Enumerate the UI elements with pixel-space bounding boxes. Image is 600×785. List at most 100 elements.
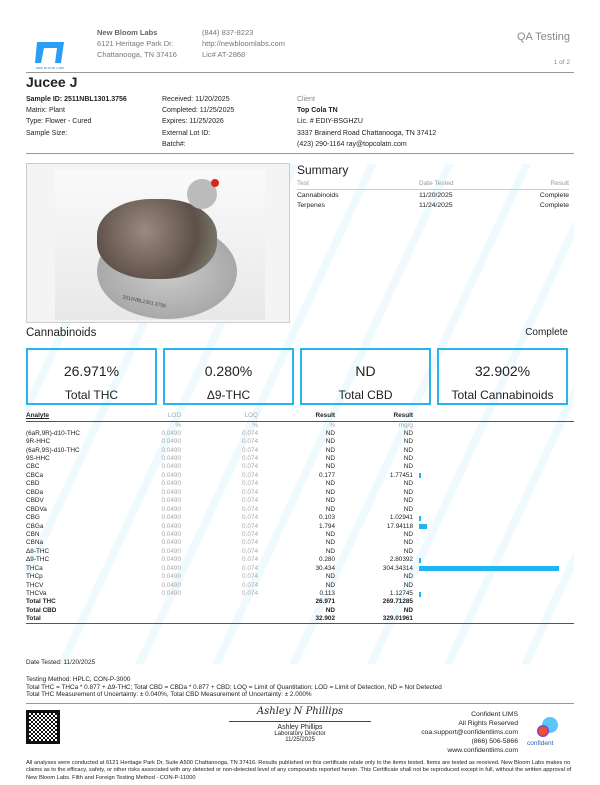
total-cannabinoids-box: 32.902% Total Cannabinoids (437, 348, 568, 405)
bar-cell (413, 421, 574, 430)
table-row: CBDa 0.0490 0.074 ND ND (26, 489, 574, 497)
client-license: Lic. # EDIY-BSGHZU (297, 118, 363, 126)
testing-method: Testing Method: HPLC, CON-P-3000 (26, 676, 131, 683)
table-row: THCV 0.0490 0.074 ND ND (26, 581, 574, 589)
empty-cell (181, 598, 258, 606)
summary-row: Cannabinoids 11/20/2025 Complete (297, 190, 569, 201)
bar-cell (413, 489, 574, 497)
result-mgg: 304.34314 (382, 564, 413, 572)
analyte-name: THCVa (26, 590, 47, 598)
lab-address2: Chattanooga, TN 37416 (97, 50, 177, 59)
summary-header-test: Test (297, 180, 309, 187)
lab-contact: (844) 837-8223 http://newbloomlabs.com L… (202, 27, 285, 60)
total-mgg: 329.01961 (335, 615, 413, 625)
sample-name: Jucee J (26, 74, 78, 90)
summary-header-date: Date Tested (419, 180, 454, 187)
summary-header-result: Result (550, 180, 569, 187)
report-title: QA Testing (517, 31, 570, 43)
bar-cell (413, 539, 574, 547)
bar-cell (413, 463, 574, 471)
box-value: 26.971% (63, 363, 120, 379)
summary-date: 11/20/2025 (419, 192, 453, 199)
analyte-name: CBNa (26, 539, 44, 547)
bar-cell (413, 531, 574, 539)
logo-text: NEW BLOOM LABS (35, 66, 65, 70)
bar-cell (413, 581, 574, 589)
table-row: (6aR,9R)-d10-THC 0.0490 0.074 ND ND (26, 430, 574, 438)
box-label: Total CBD (338, 388, 393, 402)
result-bar (419, 473, 421, 479)
table-row: CBD 0.0490 0.074 ND ND (26, 480, 574, 488)
loq-value: 0.074 (242, 471, 258, 479)
sample-type: Type: Flower - Cured (26, 118, 92, 126)
lab-info: New Bloom Labs 6121 Heritage Park Dr. Ch… (97, 27, 177, 60)
box-label: Total Cannabinoids (451, 388, 554, 402)
analyte-name: Δ9-THC (26, 556, 50, 564)
table-row: Δ9-THC 0.0490 0.074 0.280 2.80392 (26, 556, 574, 564)
loq-value: 0.074 (242, 514, 258, 522)
external-lot-id: External Lot ID: (162, 129, 211, 137)
lims-email[interactable]: coa.support@confidentlims.com (421, 729, 518, 736)
analyte-name: (6aR,9R)-d10-THC (26, 429, 80, 437)
result-mgg: ND (403, 480, 413, 488)
client-address: 3337 Brainerd Road Chattanooga, TN 37412 (297, 129, 437, 137)
bar-cell (413, 455, 574, 463)
result-percent: ND (325, 547, 335, 555)
bar-cell (413, 556, 574, 564)
lab-phone: (844) 837-8223 (202, 28, 254, 37)
bar-cell (413, 446, 574, 454)
summary-header: Test Date Tested Result (297, 179, 569, 190)
loq-value: 0.074 (242, 488, 258, 496)
table-row: CBC 0.0490 0.074 ND ND (26, 463, 574, 471)
header-analyte: Analyte (26, 412, 126, 422)
result-percent: ND (325, 539, 335, 547)
total-label: Total (26, 615, 126, 625)
loq-value: 0.074 (242, 463, 258, 471)
bar-cell (413, 472, 574, 480)
table-row: CBDVa 0.0490 0.074 ND ND (26, 505, 574, 513)
result-percent: ND (325, 530, 335, 538)
result-bar (419, 524, 428, 530)
client-contact: (423) 290-1164 ray@topcolatn.com (297, 140, 407, 148)
lod-value: 0.0490 (161, 530, 181, 538)
total-mgg: ND (403, 606, 413, 614)
total-label: Total CBD (26, 606, 57, 614)
lod-value: 0.0490 (161, 429, 181, 437)
confident-logo-icon (537, 717, 558, 737)
analyte-name: Δ8-THC (26, 547, 50, 555)
header-result-pct: Result (258, 412, 335, 422)
lod-value: 0.0490 (161, 446, 181, 454)
result-mgg: ND (403, 455, 413, 463)
lod-value: 0.0490 (161, 455, 181, 463)
total-percent: 26.971 (315, 598, 335, 606)
table-row: CBGa 0.0490 0.074 1.794 17.94118 (26, 522, 574, 530)
loq-value: 0.074 (242, 522, 258, 530)
result-percent: ND (325, 463, 335, 471)
empty-cell (126, 598, 181, 606)
total-row: Total THC 26.971 269.71285 (26, 598, 574, 606)
lab-name: New Bloom Labs (97, 28, 158, 37)
analyte-name: CBD (26, 480, 40, 488)
analyte-name: (6aR,9S)-d10-THC (26, 446, 80, 454)
lod-value: 0.0490 (161, 522, 181, 530)
result-mgg: ND (403, 505, 413, 513)
batch-number: Batch#: (162, 140, 186, 148)
empty-cell (126, 607, 181, 615)
analyte-name: THCp (26, 573, 43, 581)
summary-title: Summary (297, 163, 349, 177)
qr-code[interactable] (26, 710, 60, 744)
confident-logo-text: confident (527, 740, 554, 747)
result-mgg: 2.80392 (389, 556, 413, 564)
total-row: Total CBD ND ND (26, 607, 574, 615)
empty-cell (413, 598, 574, 606)
box-label: Total THC (64, 388, 119, 402)
analyte-name: THCa (26, 564, 43, 572)
summary-date: 11/24/2025 (419, 202, 453, 209)
result-percent: 30.434 (315, 564, 335, 572)
analyte-name: CBCa (26, 471, 44, 479)
box-value: 0.280% (204, 363, 253, 379)
result-bar (419, 591, 421, 597)
lims-website[interactable]: www.confidentlims.com (447, 747, 518, 754)
formula-note: Total THC = THCa * 0.877 + Δ9-THC; Total… (26, 683, 442, 691)
lab-website[interactable]: http://newbloomlabs.com (202, 39, 285, 48)
